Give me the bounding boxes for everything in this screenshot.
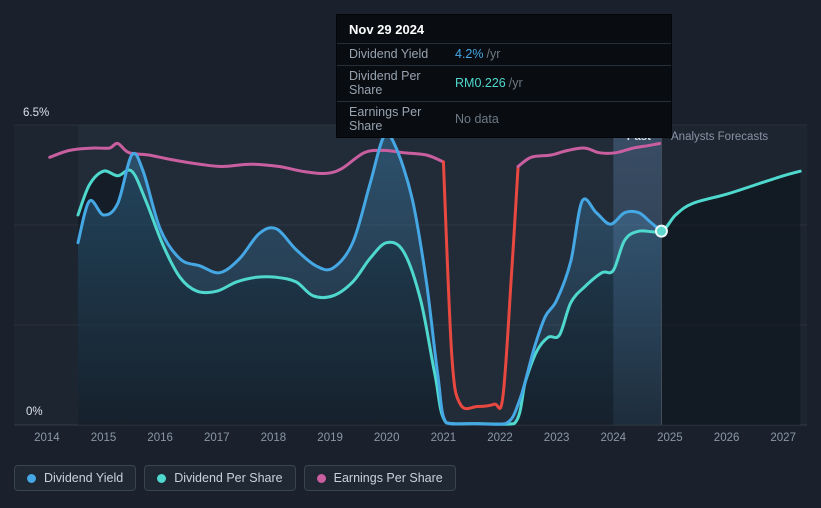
- tooltip-label: Dividend Per Share: [349, 69, 421, 97]
- x-tick-label: 2020: [373, 432, 400, 444]
- x-tick-label: 2022: [487, 432, 513, 444]
- legend-item-earnings-per-share[interactable]: Earnings Per Share: [303, 465, 456, 491]
- x-axis: 2014 2015 2016 2017 2018 2019 2020 2021 2022 2023…: [0, 432, 821, 448]
- x-tick-label: 2021: [430, 432, 457, 444]
- y-axis-max-label: 6.5%: [23, 107, 50, 119]
- x-tick-label: 2027: [770, 432, 796, 444]
- tooltip-unit: /yr: [508, 76, 523, 90]
- tooltip-unit: /yr: [486, 47, 501, 61]
- y-axis-min-label: 0%: [26, 406, 43, 418]
- tooltip-label: Dividend Yield: [349, 47, 429, 61]
- tooltip-value: No data: [455, 112, 499, 126]
- legend-label: Earnings Per Share: [333, 471, 443, 485]
- tooltip: Nov 29 2024 Dividend Yield 4.2%/yr Divid…: [336, 14, 672, 138]
- tooltip-value: 4.2%: [455, 47, 484, 61]
- tooltip-row-dividend-yield: Dividend Yield 4.2%/yr: [337, 43, 671, 65]
- tooltip-label: Earnings Per Share: [349, 105, 422, 133]
- earnings-per-share-dot-icon: [316, 473, 326, 483]
- x-tick-label: 2024: [600, 432, 627, 444]
- x-tick-label: 2026: [713, 432, 740, 444]
- dividend-per-share-dot-icon: [157, 473, 167, 483]
- x-tick-label: 2014: [34, 432, 60, 444]
- x-tick-label: 2016: [147, 432, 173, 444]
- legend-label: Dividend Per Share: [174, 471, 283, 485]
- legend-label: Dividend Yield: [44, 471, 124, 485]
- x-tick-label: 2019: [317, 432, 343, 444]
- legend-item-dividend-yield[interactable]: Dividend Yield: [14, 465, 137, 491]
- tooltip-row-dividend-per-share: Dividend Per Share RM0.226/yr: [337, 65, 671, 101]
- x-tick-label: 2017: [204, 432, 230, 444]
- tooltip-value: RM0.226: [455, 76, 506, 90]
- legend-item-dividend-per-share[interactable]: Dividend Per Share: [144, 465, 296, 491]
- x-tick-label: 2015: [90, 432, 117, 444]
- x-tick-label: 2023: [543, 432, 570, 444]
- dividend-yield-dot-icon: [27, 473, 36, 483]
- tooltip-row-earnings-per-share: Earnings Per Share No data: [337, 101, 671, 137]
- forecast-zone-label: Analysts Forecasts: [671, 131, 769, 143]
- chart-legend: Dividend Yield Dividend Per Share Earnin…: [14, 465, 456, 491]
- x-tick-label: 2025: [657, 432, 683, 444]
- x-tick-label: 2018: [260, 432, 287, 444]
- tooltip-date: Nov 29 2024: [349, 22, 425, 37]
